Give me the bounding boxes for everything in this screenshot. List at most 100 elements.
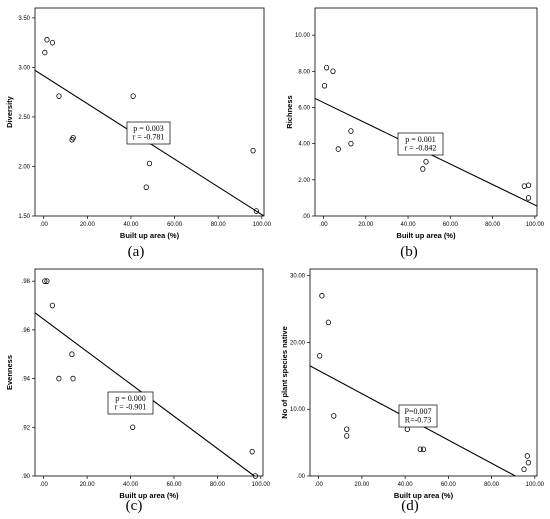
x-tick-label: 80.00 — [211, 222, 227, 228]
annotation-box — [398, 404, 438, 428]
data-point — [335, 146, 341, 152]
x-tick-label: 80.00 — [484, 482, 500, 488]
x-tick-label: .00 — [40, 482, 49, 488]
y-tick-label: .96 — [22, 328, 31, 334]
y-tick-label: .92 — [22, 425, 31, 431]
y-tick-label: 4.00 — [298, 142, 310, 148]
data-point — [521, 183, 527, 189]
data-point — [49, 302, 55, 309]
chart-panel-3: .00 20.00 40.00 60.00 80.00 100.00 .90 .92 .94 .9… — [5, 268, 271, 514]
data-point — [143, 184, 149, 191]
y-tick-label: 2.50 — [18, 115, 30, 121]
x-tick-label: 100.00 — [526, 482, 545, 488]
x-tick-label: 40.00 — [398, 482, 414, 488]
panel-label: (c) — [126, 498, 143, 514]
data-point — [525, 195, 532, 201]
panel-label: (d) — [401, 498, 419, 514]
x-tick-label: 20.00 — [80, 482, 96, 488]
data-point — [130, 424, 136, 431]
data-point — [420, 166, 426, 172]
plot-frame — [34, 7, 265, 217]
data-point — [56, 375, 62, 382]
annotation-text: r = -0.901 — [115, 403, 147, 412]
annotation-box — [126, 121, 171, 145]
annotation-text: p = 0.003 — [133, 124, 164, 133]
y-tick-label: 30.00 — [290, 274, 306, 280]
data-point — [321, 82, 328, 89]
data-point — [521, 466, 527, 473]
data-point — [44, 36, 50, 43]
data-point — [146, 160, 153, 167]
y-axis-label: Richness — [285, 95, 294, 128]
data-point — [525, 459, 531, 466]
x-axis-label: Built up area (%) — [120, 231, 180, 240]
data-point — [44, 278, 50, 284]
data-point — [423, 158, 429, 165]
x-tick-label: 100.00 — [526, 222, 545, 228]
panel-label: (b) — [400, 244, 418, 260]
data-point — [524, 453, 530, 459]
data-point — [404, 426, 410, 433]
annotation-text: p = 0.001 — [405, 135, 436, 144]
y-tick-label: 2.00 — [298, 178, 310, 184]
data-point — [250, 147, 256, 154]
y-axis-label: Diversity — [5, 95, 14, 128]
x-tick-label: .00 — [40, 222, 49, 228]
data-point — [249, 448, 255, 455]
data-point — [420, 446, 427, 453]
x-tick-label: 100.00 — [252, 482, 271, 488]
data-point — [348, 128, 354, 134]
data-point — [253, 208, 259, 214]
plot-frame — [34, 268, 264, 477]
chart-panel-1: .00 20.00 40.00 60.00 80.00 100.00 1.50 2.00 2.5… — [5, 7, 272, 260]
y-tick-label: 20.00 — [290, 340, 306, 346]
y-tick-label: 10.00 — [290, 407, 306, 413]
y-tick-label: .94 — [22, 377, 31, 383]
data-point — [70, 375, 76, 382]
x-tick-label: 60.00 — [441, 482, 457, 488]
x-tick-label: 60.00 — [167, 222, 183, 228]
annotation-box — [107, 391, 154, 415]
x-tick-label: 40.00 — [123, 482, 139, 488]
x-axis-label: Built up area (%) — [394, 491, 454, 500]
x-tick-label: 80.00 — [210, 482, 226, 488]
x-tick-label: 20.00 — [354, 482, 370, 488]
data-point — [130, 93, 136, 99]
x-tick-label: 60.00 — [443, 222, 459, 228]
y-tick-label: .00 — [297, 474, 306, 480]
y-tick-label: .98 — [22, 279, 31, 285]
y-tick-label: 3.00 — [18, 65, 30, 71]
data-point — [42, 49, 48, 56]
data-point — [344, 426, 350, 433]
x-tick-label: .00 — [319, 222, 328, 228]
chart-panel-2: .00 20.00 40.00 60.00 80.00 100.00 .00 2.00 4.00… — [285, 7, 545, 260]
data-point — [252, 473, 258, 479]
annotation-text: P=0.007 — [405, 407, 432, 416]
plot-frame — [314, 7, 538, 217]
data-point — [317, 353, 323, 359]
y-tick-label: .90 — [22, 474, 31, 480]
data-point — [325, 319, 331, 326]
data-point — [324, 64, 330, 71]
y-tick-label: .00 — [302, 214, 311, 220]
annotation-text: p = 0.000 — [115, 394, 146, 403]
data-point — [319, 292, 325, 299]
y-tick-label: 6.00 — [298, 105, 310, 111]
data-point — [344, 433, 350, 439]
annotation-box — [397, 132, 444, 156]
y-axis-label: No of plant species native — [280, 326, 289, 419]
plot-frame — [309, 268, 538, 477]
panel-label: (a) — [128, 244, 145, 260]
x-tick-label: 100.00 — [253, 222, 272, 228]
data-point — [417, 446, 423, 453]
y-tick-label: 2.00 — [18, 164, 30, 170]
x-tick-label: 80.00 — [485, 222, 501, 228]
data-point — [69, 351, 75, 358]
data-point — [348, 140, 354, 147]
chart-panel-4: .00 20.00 40.00 60.00 80.00 100.00 .00 10.00 20.… — [280, 268, 545, 514]
